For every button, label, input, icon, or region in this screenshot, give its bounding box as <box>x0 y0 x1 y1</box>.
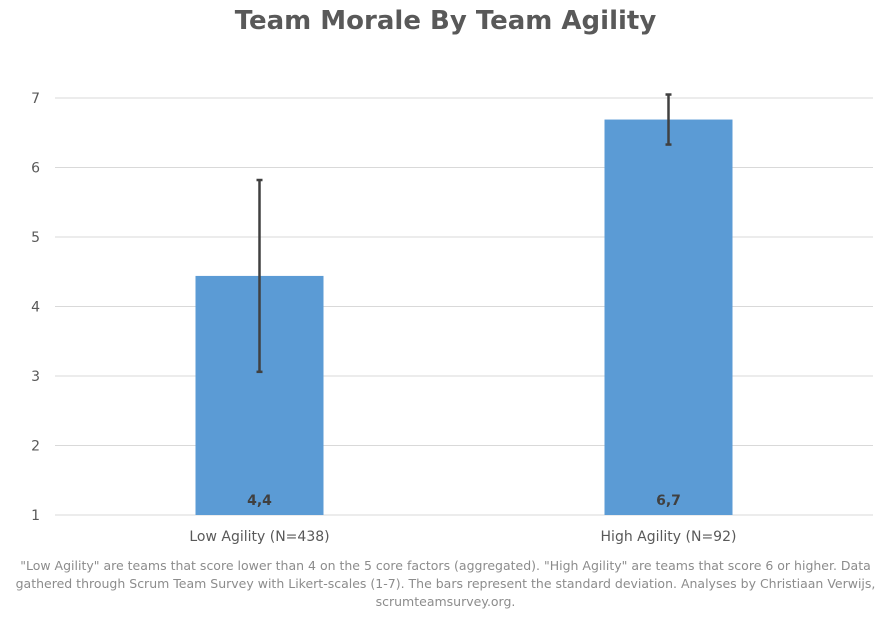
error-bars <box>256 93 672 374</box>
y-tick-label: 7 <box>31 91 40 107</box>
bar <box>604 119 733 516</box>
y-tick-label: 3 <box>31 369 40 385</box>
labels: 1 2 3 4 5 6 7 4,4 Low Agility (N=438) 6,7 High Agi… <box>31 91 736 545</box>
y-tick-label: 6 <box>31 161 40 177</box>
y-tick-label: 5 <box>31 230 40 246</box>
y-tick-label: 4 <box>31 300 40 316</box>
x-tick-label: High Agility (N=92) <box>601 529 737 545</box>
bars <box>195 119 733 516</box>
x-tick-label: Low Agility (N=438) <box>189 529 329 545</box>
chart-footnote: "Low Agility" are teams that score lower… <box>15 558 876 609</box>
y-tick-label: 2 <box>31 439 40 455</box>
y-tick-label: 1 <box>31 508 40 524</box>
bar-chart: 1 2 3 4 5 6 7 4,4 Low Agility (N=438) 6,7 High Agi… <box>31 91 873 545</box>
data-label: 4,4 <box>247 493 272 509</box>
data-label: 6,7 <box>656 493 681 509</box>
chart-title: Team Morale By Team Agility <box>234 6 657 36</box>
gridlines <box>55 97 873 516</box>
